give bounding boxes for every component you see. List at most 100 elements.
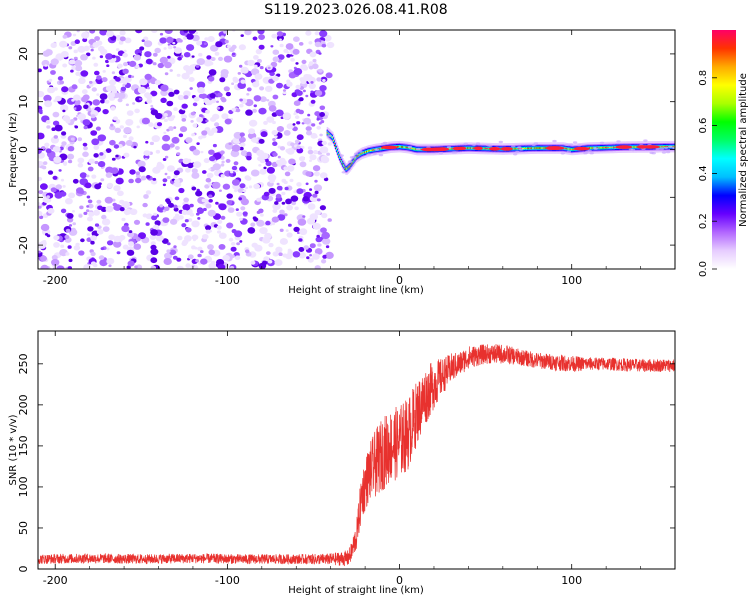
noise-blob — [72, 33, 77, 37]
signal-cell — [597, 147, 599, 149]
noise-blob — [181, 223, 187, 228]
signal-cell — [372, 149, 374, 151]
noise-blob — [240, 150, 248, 157]
signal-cell — [659, 146, 661, 148]
noise-blob — [61, 86, 69, 93]
noise-blob — [191, 264, 195, 268]
noise-blob — [307, 149, 314, 155]
noise-blob — [253, 183, 261, 190]
noise-blob — [215, 201, 219, 205]
noise-blob — [326, 255, 330, 258]
noise-blob — [126, 265, 131, 269]
noise-blob — [115, 154, 119, 158]
noise-blob — [305, 30, 312, 36]
noise-blob — [208, 76, 215, 82]
noise-blob — [192, 149, 201, 156]
noise-blob — [152, 52, 158, 57]
noise-blob — [163, 131, 167, 134]
signal-cell — [330, 136, 333, 138]
noise-blob — [173, 89, 180, 95]
signal-cell — [413, 148, 416, 150]
noise-blob — [80, 70, 89, 77]
noise-blob — [307, 257, 314, 263]
signal-cell — [518, 148, 521, 150]
signal-cell — [534, 147, 536, 149]
noise-blob — [150, 257, 158, 264]
noise-blob — [310, 99, 316, 104]
noise-blob — [285, 198, 292, 205]
noise-blob — [298, 238, 303, 242]
noise-blob — [184, 219, 189, 223]
noise-blob — [167, 55, 171, 59]
noise-blob — [117, 98, 123, 103]
noise-blob — [96, 75, 102, 80]
noise-blob — [201, 198, 206, 203]
noise-blob — [209, 156, 216, 162]
noise-blob — [127, 231, 135, 238]
noise-blob — [94, 36, 100, 41]
noise-blob — [87, 199, 93, 204]
noise-blob — [252, 216, 257, 220]
noise-blob — [260, 131, 268, 138]
noise-blob — [65, 198, 73, 205]
noise-blob — [86, 195, 91, 199]
signal-cell — [469, 147, 471, 149]
noise-blob — [150, 244, 157, 250]
noise-blob — [239, 240, 243, 243]
snr-x-tick-label: 0 — [396, 574, 403, 587]
noise-blob — [215, 41, 223, 48]
signal-cell — [403, 146, 405, 148]
noise-blob — [79, 172, 87, 179]
noise-blob — [206, 172, 214, 179]
noise-blob — [121, 217, 126, 222]
noise-blob — [274, 135, 278, 139]
noise-blob — [104, 196, 113, 204]
noise-blob — [195, 259, 200, 263]
noise-blob — [308, 65, 314, 70]
signal-cell — [354, 158, 357, 160]
noise-blob — [218, 56, 223, 62]
noise-blob — [73, 94, 81, 101]
noise-blob — [53, 242, 60, 248]
noise-blob — [240, 142, 246, 147]
noise-blob — [231, 144, 241, 152]
noise-blob — [210, 98, 217, 104]
noise-blob — [222, 183, 231, 190]
noise-blob — [272, 202, 281, 210]
noise-blob — [79, 189, 85, 195]
noise-blob — [108, 234, 116, 240]
noise-blob — [321, 212, 328, 219]
noise-blob — [110, 106, 116, 111]
noise-blob — [143, 194, 149, 199]
noise-blob — [73, 245, 81, 251]
noise-blob — [91, 87, 98, 92]
noise-blob — [258, 107, 267, 115]
noise-blob — [312, 63, 319, 70]
noise-blob — [152, 224, 160, 230]
noise-blob — [93, 209, 100, 216]
noise-blob — [250, 68, 260, 76]
spectrogram-y-label: Frequency (Hz) — [8, 112, 19, 188]
noise-blob — [292, 48, 300, 55]
signal-cell — [373, 149, 375, 151]
signal-peak — [573, 146, 590, 151]
noise-blob — [231, 165, 238, 171]
noise-blob — [59, 104, 69, 112]
noise-blob — [52, 120, 60, 126]
signal-cell — [600, 147, 603, 149]
noise-blob — [262, 236, 271, 244]
noise-blob — [167, 242, 171, 246]
noise-blob — [312, 222, 321, 230]
noise-blob — [99, 152, 104, 156]
noise-blob — [308, 82, 316, 90]
signal-halo — [475, 142, 481, 145]
noise-blob — [125, 119, 134, 126]
noise-blob — [45, 120, 51, 124]
noise-blob — [76, 30, 80, 33]
noise-blob — [238, 136, 246, 143]
signal-cell — [591, 147, 593, 149]
noise-blob — [46, 125, 51, 129]
noise-blob — [94, 160, 99, 165]
noise-blob — [290, 58, 295, 62]
noise-blob — [73, 49, 78, 54]
